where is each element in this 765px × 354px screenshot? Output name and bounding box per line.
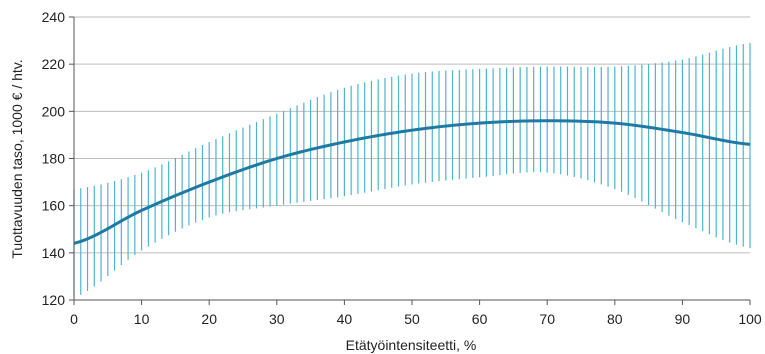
series-line bbox=[73, 119, 751, 245]
x-tick-label: 100 bbox=[738, 311, 762, 327]
x-tick-label: 50 bbox=[404, 311, 420, 327]
axes bbox=[69, 16, 751, 305]
tick-labels: 120 140 160 180 200 220 240 0 10 20 30 40 50 60 70 80 90… bbox=[42, 9, 762, 327]
confidence-interval bbox=[73, 42, 751, 298]
x-tick-label: 40 bbox=[337, 311, 353, 327]
x-tick-label: 0 bbox=[70, 311, 78, 327]
x-tick-label: 20 bbox=[201, 311, 217, 327]
y-tick-label: 160 bbox=[42, 198, 66, 214]
x-tick-label: 70 bbox=[539, 311, 555, 327]
y-tick-label: 140 bbox=[42, 245, 66, 261]
x-tick-label: 60 bbox=[472, 311, 488, 327]
y-tick-label: 240 bbox=[42, 9, 66, 25]
x-axis-label: Etätyöintensiteetti, % bbox=[346, 337, 477, 353]
y-axis-label: Tuottavuuden taso, 1000 € / htv. bbox=[9, 59, 25, 258]
x-tick-label: 80 bbox=[607, 311, 623, 327]
y-tick-label: 180 bbox=[42, 151, 66, 167]
series-line-group bbox=[73, 119, 751, 245]
x-tick-label: 90 bbox=[675, 311, 691, 327]
y-tick-label: 200 bbox=[42, 103, 66, 119]
y-tick-label: 120 bbox=[42, 292, 66, 308]
x-tick-label: 30 bbox=[269, 311, 285, 327]
x-tick-label: 10 bbox=[134, 311, 150, 327]
y-tick-label: 220 bbox=[42, 56, 66, 72]
